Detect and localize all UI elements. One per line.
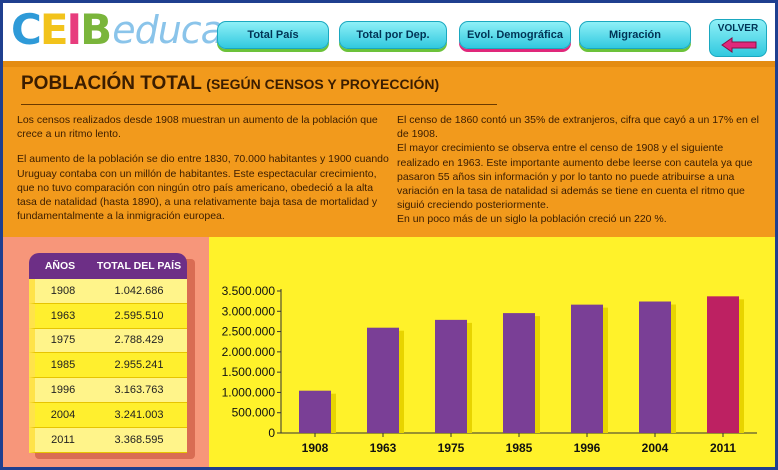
table-row: 2011 3.368.595 <box>29 427 187 453</box>
nav-total-pais-button[interactable]: Total País <box>217 21 329 49</box>
back-button-label: VOLVER <box>717 23 759 34</box>
y-tick-label: 3.000.000 <box>222 304 276 318</box>
bar-1996 <box>571 304 603 433</box>
bar-2011 <box>707 296 739 433</box>
table-header-years: AÑOS <box>44 260 76 272</box>
x-tick-label: 2011 <box>710 441 736 455</box>
table-cell-total: 3.241.003 <box>114 408 164 421</box>
paragraph: El censo de 1860 contó un 35% de extranj… <box>397 114 759 141</box>
y-tick-label: 1.500.000 <box>222 365 276 379</box>
y-tick-label: 2.000.000 <box>222 345 276 359</box>
table-cell-year: 2004 <box>50 408 76 421</box>
table-cell-total: 2.955.241 <box>114 359 164 372</box>
table-body: 1908 1.042.686 1963 2.595.510 1975 2.788.42… <box>29 279 187 453</box>
table-cell-year: 1908 <box>50 284 76 297</box>
paragraph: El mayor crecimiento se observa entre el… <box>397 142 753 212</box>
nav-total-por-dep-button[interactable]: Total por Dep. <box>339 21 447 49</box>
paragraph: Los censos realizados desde 1908 muestra… <box>17 114 378 141</box>
population-table: AÑOS TOTAL DEL PAÍS 1908 1.042.686 1963 2.… <box>29 253 187 453</box>
x-tick-label: 1963 <box>370 441 397 455</box>
description-right: El censo de 1860 contó un 35% de extranj… <box>397 113 767 227</box>
table-cell-year: 1985 <box>50 359 76 372</box>
table-row: 1975 2.788.429 <box>29 328 187 354</box>
logo-word: educa <box>112 8 224 52</box>
table-cell-year: 1963 <box>50 309 76 322</box>
table-cell-total: 1.042.686 <box>114 284 164 297</box>
description-panel: POBLACIÓN TOTAL (SEGÚN CENSOS Y PROYECCI… <box>3 61 775 237</box>
table-cell-total: 3.163.763 <box>114 384 164 397</box>
y-tick-label: 0 <box>268 426 275 440</box>
logo-letter-3: I <box>66 5 83 54</box>
table-row: 1908 1.042.686 <box>29 279 187 304</box>
back-arrow-icon <box>721 37 757 53</box>
x-tick-label: 1975 <box>438 441 465 455</box>
x-tick-label: 2004 <box>642 441 669 455</box>
x-tick-label: 1985 <box>506 441 533 455</box>
header: CEIB educa Total País Total por Dep. Evol… <box>3 3 775 61</box>
y-tick-label: 2.500.000 <box>222 325 276 339</box>
bar-1985 <box>503 313 535 433</box>
logo-letter-4: B <box>80 5 112 54</box>
y-tick-label: 500.000 <box>232 406 276 420</box>
table-row: 2004 3.241.003 <box>29 402 187 428</box>
table-cell-year: 2011 <box>51 433 75 446</box>
x-tick-label: 1996 <box>574 441 601 455</box>
table-cell-year: 1975 <box>50 334 76 347</box>
page-title-sub: (SEGÚN CENSOS Y PROYECCIÓN) <box>206 76 440 92</box>
table-cell-total: 2.595.510 <box>114 309 164 322</box>
logo-mark: CEIB <box>11 5 112 54</box>
nav-evol-demografica-button[interactable]: Evol. Demográfica <box>459 21 571 49</box>
y-tick-label: 1.000.000 <box>222 385 276 399</box>
table-cell-year: 1996 <box>50 384 76 397</box>
back-button[interactable]: VOLVER <box>709 19 767 57</box>
x-tick-label: 1908 <box>302 441 329 455</box>
table-cell-total: 3.368.595 <box>114 433 164 446</box>
table-header: AÑOS TOTAL DEL PAÍS <box>29 253 187 279</box>
table-cell-total: 2.788.429 <box>114 334 164 347</box>
logo-letter-2: E <box>39 5 69 54</box>
paragraph: El aumento de la población se dio entre … <box>17 153 389 223</box>
paragraph: En un poco más de un siglo la población … <box>397 213 667 226</box>
description-left: Los censos realizados desde 1908 muestra… <box>17 113 389 234</box>
bar-1963 <box>367 327 399 433</box>
page-title: POBLACIÓN TOTAL (SEGÚN CENSOS Y PROYECCI… <box>21 73 497 105</box>
logo-letter-1: C <box>11 5 42 54</box>
y-tick-label: 3.500.000 <box>222 284 276 298</box>
table-header-total: TOTAL DEL PAÍS <box>96 260 182 272</box>
table-row: 1963 2.595.510 <box>29 303 187 329</box>
table-row: 1996 3.163.763 <box>29 378 187 403</box>
logo[interactable]: CEIB educa <box>11 5 224 54</box>
population-bar-chart: 0 500.000 1.000.000 1.500.000 2.000.000 2.500… <box>222 284 757 455</box>
bar-1975 <box>435 319 467 433</box>
bar-2004 <box>639 301 671 433</box>
nav-migracion-button[interactable]: Migración <box>579 21 691 49</box>
table-row: 1985 2.955.241 <box>29 353 187 379</box>
bar-1908 <box>299 390 331 433</box>
page-title-main: POBLACIÓN TOTAL <box>21 73 202 94</box>
